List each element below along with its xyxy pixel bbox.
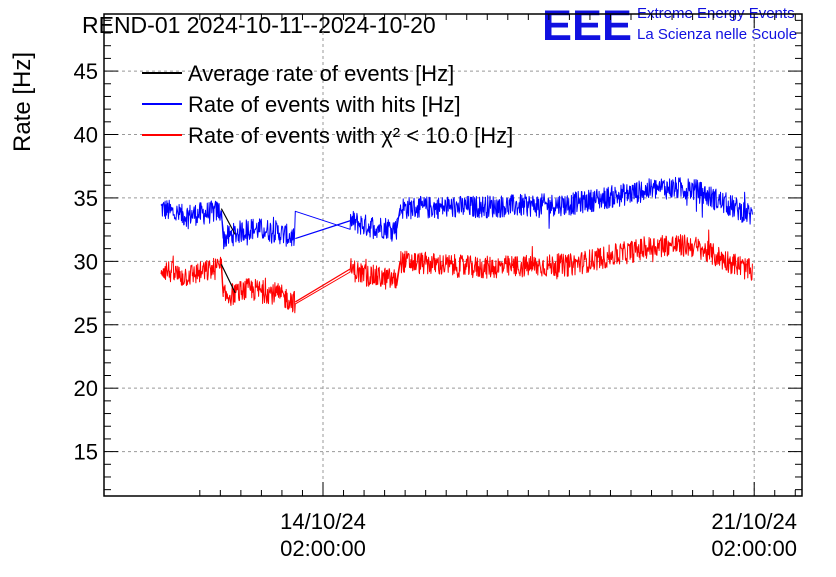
y-axis-label: Rate [Hz] xyxy=(9,52,36,152)
y-tick-label: 20 xyxy=(74,376,98,401)
average-gap-line xyxy=(220,264,236,294)
y-tick-label: 45 xyxy=(74,59,98,84)
legend-label-average: Average rate of events [Hz] xyxy=(188,61,454,86)
gridlines xyxy=(104,14,802,496)
y-tick-label: 35 xyxy=(74,186,98,211)
legend: Average rate of events [Hz] Rate of event… xyxy=(142,61,513,148)
average-gap-line xyxy=(220,208,236,235)
org-name-line2: La Scienza nelle Scuole xyxy=(637,26,797,43)
plot-frame xyxy=(103,13,803,497)
series-gap-line-hits xyxy=(295,220,351,240)
legend-label-chi2: Rate of events with χ² < 10.0 [Hz] xyxy=(188,123,513,148)
series-gap-line-chi2 xyxy=(220,266,224,297)
x-tick-date: 14/10/24 xyxy=(280,509,366,534)
x-tick-date: 21/10/24 xyxy=(711,509,797,534)
y-tick-label: 30 xyxy=(74,249,98,274)
series-gap-line-chi2 xyxy=(294,268,351,303)
y-tick-label: 40 xyxy=(74,123,98,148)
y-tick-label: 25 xyxy=(74,313,98,338)
chart-title: REND-01 2024-10-11--2024-10-20 xyxy=(82,12,436,38)
series-gap-line-hits xyxy=(396,207,401,229)
y-tick-label: 15 xyxy=(74,440,98,465)
x-tick-time: 02:00:00 xyxy=(711,536,797,561)
series-gap-line-chi2 xyxy=(396,261,401,281)
axes: 1520253035404514/10/2402:00:0021/10/2402… xyxy=(74,13,803,561)
legend-label-hits: Rate of events with hits [Hz] xyxy=(188,92,461,117)
x-tick-time: 02:00:00 xyxy=(280,536,366,561)
eee-logo-mark: EEE xyxy=(542,2,632,50)
series-line-chi2 xyxy=(160,229,753,314)
series-layer xyxy=(160,176,753,314)
series-gap-line-hits xyxy=(220,210,224,239)
series-line-hits xyxy=(160,176,753,250)
eee-logo: EEE Extreme Energy Events La Scienza nel… xyxy=(542,2,797,50)
